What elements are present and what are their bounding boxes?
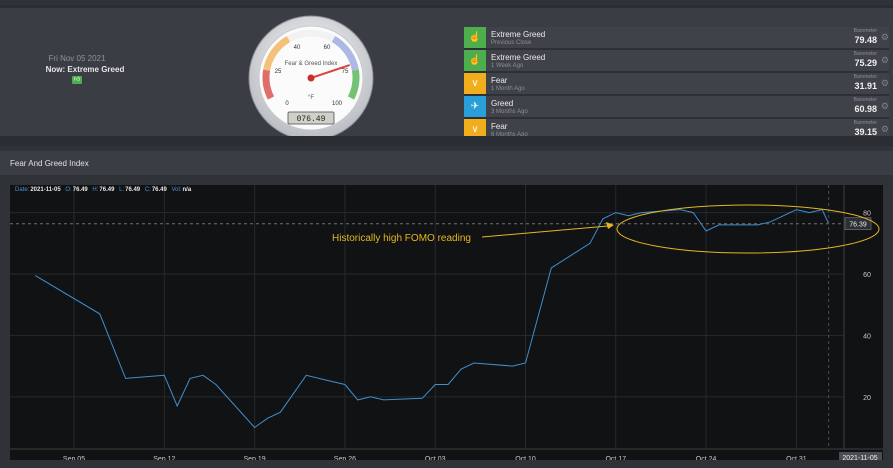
top-divider (0, 5, 893, 8)
ohlc-readout: Date:2021-11-05 O:76.49 H:76.49 L:76.49 … (15, 187, 192, 193)
gauge-tick-100: 100 (332, 101, 343, 107)
index-line (35, 209, 830, 429)
last-date-label: 2021-11-05 (842, 455, 877, 460)
annotation-arrowhead (606, 222, 614, 229)
barometer-label: Barometer (853, 97, 877, 103)
y-tick-label: 80 (863, 211, 871, 218)
chevron-down-icon: ∨ (464, 119, 486, 140)
thumbs-up-icon: ☝ (464, 50, 486, 71)
gauge-tick-25: 25 (275, 69, 282, 75)
history-period: 3 Months Ago (491, 109, 528, 115)
thumbs-up-icon: ☝ (464, 27, 486, 48)
history-value: 60.98 (854, 104, 877, 114)
history-label: Extreme Greed (491, 53, 546, 62)
last-value-label: 76.39 (849, 222, 867, 229)
chevron-down-icon: ∨ (464, 73, 486, 94)
x-tick-label: Sep 05 (63, 456, 85, 460)
chart-panel-header: Fear And Greed Index (0, 151, 893, 175)
gear-icon[interactable]: ⚙ (880, 78, 889, 88)
history-period: 1 Week Ago (491, 63, 524, 69)
history-period: Previous Close (491, 40, 532, 46)
barometer-label: Barometer (853, 120, 877, 126)
history-value: 31.91 (854, 81, 877, 91)
x-tick-label: Oct 24 (696, 456, 717, 460)
gauge-tick-40: 40 (294, 45, 301, 51)
summary-panel: Fri Nov 05 2021 Now: Extreme Greed 👍︎ 0 … (0, 5, 893, 142)
history-row[interactable]: ∨ Fear 1 Month Ago Barometer 31.91 ⚙ (464, 73, 889, 96)
gauge-tick-0: 0 (285, 101, 289, 107)
x-tick-label: Sep 26 (334, 456, 356, 460)
y-tick-label: 20 (863, 395, 871, 402)
history-value: 39.15 (854, 127, 877, 137)
x-tick-label: Sep 19 (244, 456, 266, 460)
gauge-title: Fear & Greed Index (285, 61, 338, 67)
barometer-label: Barometer (853, 74, 877, 80)
chart-panel-title: Fear And Greed Index (10, 159, 89, 168)
last-value-box (844, 217, 872, 231)
annotation-text: Historically high FOMO reading (332, 233, 471, 244)
gear-icon[interactable]: ⚙ (880, 124, 889, 134)
gear-icon[interactable]: ⚙ (880, 55, 889, 65)
x-tick-label: Sep 12 (153, 456, 175, 460)
history-label: Extreme Greed (491, 30, 546, 39)
rocket-icon: ✈ (464, 96, 486, 117)
x-tick-label: Oct 10 (515, 456, 536, 460)
section-divider (0, 136, 893, 146)
current-sentiment: Now: Extreme Greed (45, 65, 125, 74)
x-tick-label: Oct 17 (605, 456, 626, 460)
gear-icon[interactable]: ⚙ (880, 32, 889, 42)
gauge-tick-60: 60 (324, 45, 331, 51)
fear-greed-chart[interactable]: Date:2021-11-05 O:76.49 H:76.49 L:76.49 … (10, 185, 883, 463)
history-value: 75.29 (854, 58, 877, 68)
history-label: Fear (491, 76, 508, 85)
history-label: Fear (491, 122, 508, 131)
chart-canvas[interactable]: 20 40 60 80 Sep 05 Sep 12 Sep 19 Sep 26 Oct 03 Oc… (10, 185, 883, 463)
history-period: 6 Months Ago (491, 132, 528, 138)
history-list: ☝ Extreme Greed Previous Close Barometer 79.… (464, 27, 889, 142)
y-tick-label: 40 (863, 333, 871, 340)
gauge-tick-75: 75 (342, 69, 349, 75)
annotation-arrow (481, 225, 609, 238)
barometer-label: Barometer (853, 51, 877, 57)
x-tick-label: Oct 31 (786, 456, 807, 460)
thumbs-up-icon: 👍︎ (72, 76, 82, 84)
gauge-unit: °F (308, 95, 314, 101)
gear-icon[interactable]: ⚙ (880, 101, 889, 111)
history-row[interactable]: ☝ Extreme Greed Previous Close Barometer 79.… (464, 27, 889, 50)
history-row[interactable]: ☝ Extreme Greed 1 Week Ago Barometer 75.29 ⚙ (464, 50, 889, 73)
gauge-readout: 076.49 (297, 115, 326, 124)
gauge-needle (310, 64, 350, 79)
barometer-label: Barometer (853, 28, 877, 34)
fear-greed-gauge: 0 25 40 60 75 100 Fear & Greed Index °F … (248, 15, 374, 141)
annotation-ellipse (616, 204, 880, 254)
history-row[interactable]: ✈ Greed 3 Months Ago Barometer 60.98 ⚙ (464, 96, 889, 119)
last-date-box (839, 452, 882, 463)
x-tick-label: Oct 03 (425, 456, 446, 460)
history-period: 1 Month Ago (491, 86, 525, 92)
y-tick-label: 60 (863, 272, 871, 279)
history-label: Greed (491, 99, 514, 108)
current-date: Fri Nov 05 2021 (48, 54, 106, 63)
history-value: 79.48 (854, 35, 877, 45)
